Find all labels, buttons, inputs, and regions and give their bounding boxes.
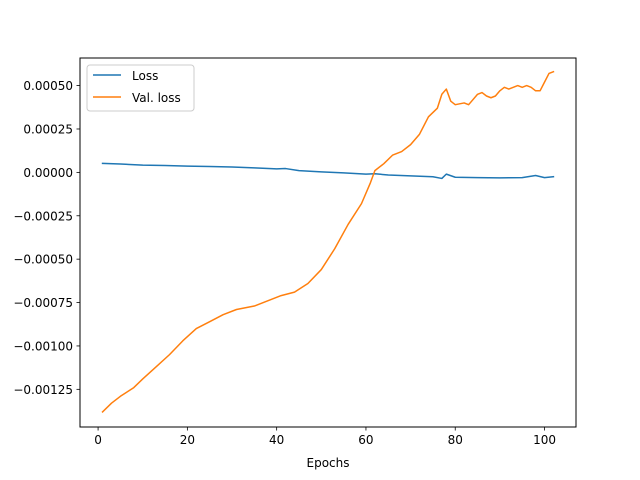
y-tick-label: 0.00050 bbox=[23, 79, 73, 93]
series-line-loss bbox=[101, 162, 555, 180]
x-tick-label: 20 bbox=[180, 433, 195, 447]
legend-label-loss: Loss bbox=[132, 69, 158, 83]
x-tick-label: 100 bbox=[533, 433, 556, 447]
y-tick-label: 0.00025 bbox=[23, 122, 73, 136]
x-axis-label: Epochs bbox=[307, 456, 350, 470]
y-axis: −0.00125 −0.00100 −0.00075 −0.00050 −0.00025… bbox=[13, 79, 80, 397]
y-tick-label: −0.00025 bbox=[13, 209, 73, 223]
plot-area-frame bbox=[79, 57, 577, 428]
y-tick-label: −0.00075 bbox=[13, 296, 73, 310]
x-tick-label: 40 bbox=[269, 433, 284, 447]
y-tick-label: −0.00100 bbox=[13, 339, 73, 353]
y-tick-label: −0.00050 bbox=[13, 253, 73, 267]
x-tick-label: 0 bbox=[94, 433, 102, 447]
legend-box bbox=[86, 64, 195, 112]
legend: Loss Val. loss bbox=[86, 64, 195, 112]
series-layer bbox=[101, 70, 555, 413]
x-axis: 0 20 40 60 80 100 bbox=[94, 427, 556, 447]
y-tick-label: 0.00000 bbox=[23, 166, 73, 180]
legend-label-val-loss: Val. loss bbox=[132, 91, 181, 105]
y-tick-label: −0.00125 bbox=[13, 383, 73, 397]
x-tick-label: 60 bbox=[358, 433, 373, 447]
x-tick-label: 80 bbox=[448, 433, 463, 447]
series-line-val-loss bbox=[101, 70, 555, 413]
